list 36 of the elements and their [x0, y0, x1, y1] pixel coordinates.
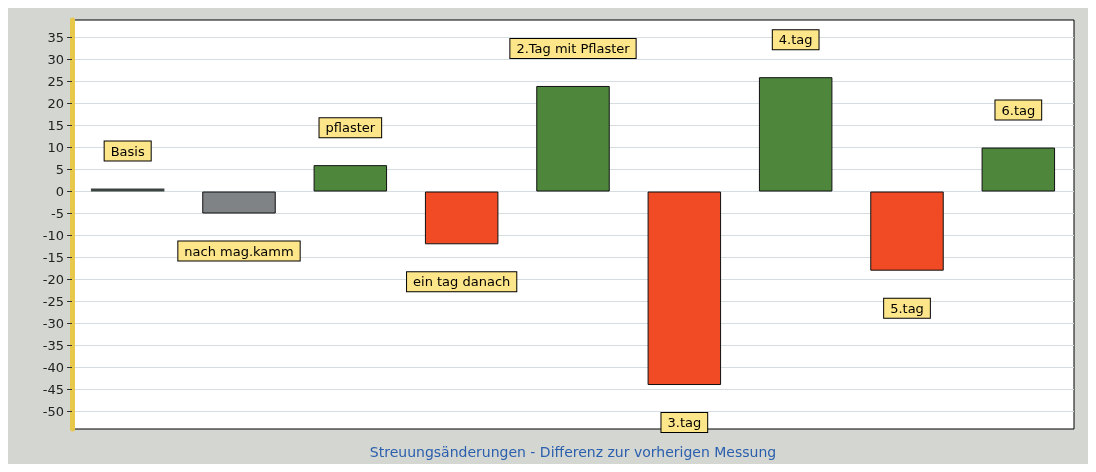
- y-tick-label: 25: [47, 74, 64, 90]
- bar: [981, 147, 1056, 192]
- y-tick-label: -35: [42, 337, 64, 353]
- y-tick-label: 20: [47, 96, 64, 112]
- y-tick-label: -15: [42, 249, 64, 265]
- y-tick-label: 35: [47, 30, 64, 46]
- y-tick-label: 15: [47, 118, 64, 134]
- x-tick-label: Basis: [110, 143, 145, 159]
- y-tick-label: -30: [42, 315, 64, 331]
- y-tick-label: -45: [42, 381, 64, 397]
- x-tick-label: nach mag.kamm: [184, 243, 294, 259]
- bar: [647, 191, 722, 386]
- x-tick-label: 3.tag: [667, 415, 702, 431]
- bar: [870, 191, 944, 271]
- y-tick-label: -10: [42, 227, 64, 243]
- y-tick-label: 10: [47, 140, 64, 156]
- y-tick-label: -25: [42, 293, 64, 309]
- bar: [202, 191, 276, 214]
- y-tick-label: 5: [55, 162, 64, 178]
- x-axis-title: Streuungsänderungen - Differenz zur vorherigen Messung: [369, 444, 777, 460]
- bar: [313, 165, 388, 192]
- x-tick-label: ein tag danach: [413, 274, 511, 290]
- x-tick-label: pflaster: [325, 120, 376, 136]
- y-tick-label: 0: [55, 184, 64, 200]
- bar: [536, 85, 610, 192]
- y-tick-label: -20: [42, 271, 64, 287]
- y-tick-label: 30: [47, 52, 64, 68]
- x-tick-label: 2.Tag mit Pflaster: [516, 40, 631, 56]
- bar: [424, 191, 499, 245]
- x-tick-label: 6.tag: [1001, 102, 1036, 118]
- y-tick-label: -40: [42, 359, 64, 375]
- y-tick-label: -50: [42, 403, 64, 419]
- y-tick-label: -5: [51, 206, 64, 222]
- x-tick-label: 4.tag: [778, 32, 813, 48]
- x-tick-label: 5.tag: [890, 300, 924, 316]
- bar: [758, 77, 833, 192]
